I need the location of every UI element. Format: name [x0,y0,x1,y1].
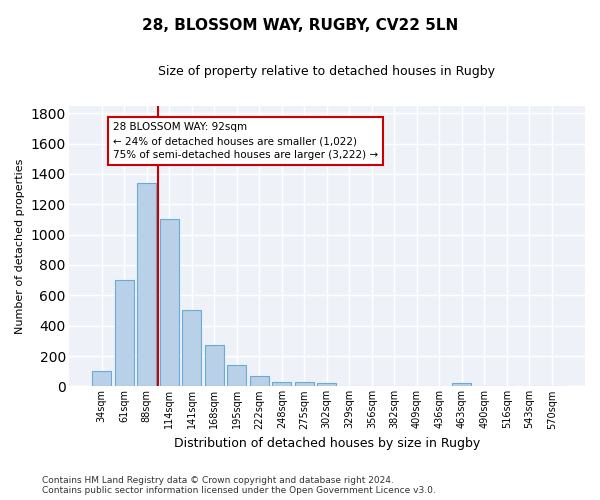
X-axis label: Distribution of detached houses by size in Rugby: Distribution of detached houses by size … [173,437,480,450]
Text: 28, BLOSSOM WAY, RUGBY, CV22 5LN: 28, BLOSSOM WAY, RUGBY, CV22 5LN [142,18,458,32]
Bar [272,382,292,386]
Title: Size of property relative to detached houses in Rugby: Size of property relative to detached ho… [158,65,495,78]
Bar [317,382,337,386]
Bar [137,183,156,386]
Bar [250,376,269,386]
Text: Contains HM Land Registry data © Crown copyright and database right 2024.
Contai: Contains HM Land Registry data © Crown c… [42,476,436,495]
Text: 28 BLOSSOM WAY: 92sqm
← 24% of detached houses are smaller (1,022)
75% of semi-d: 28 BLOSSOM WAY: 92sqm ← 24% of detached … [113,122,378,160]
Bar [205,346,224,387]
Bar [115,280,134,386]
Bar [160,220,179,386]
Bar [92,371,111,386]
Bar [452,384,472,386]
Bar [227,365,246,386]
Bar [295,382,314,386]
Bar [182,310,201,386]
Y-axis label: Number of detached properties: Number of detached properties [15,158,25,334]
